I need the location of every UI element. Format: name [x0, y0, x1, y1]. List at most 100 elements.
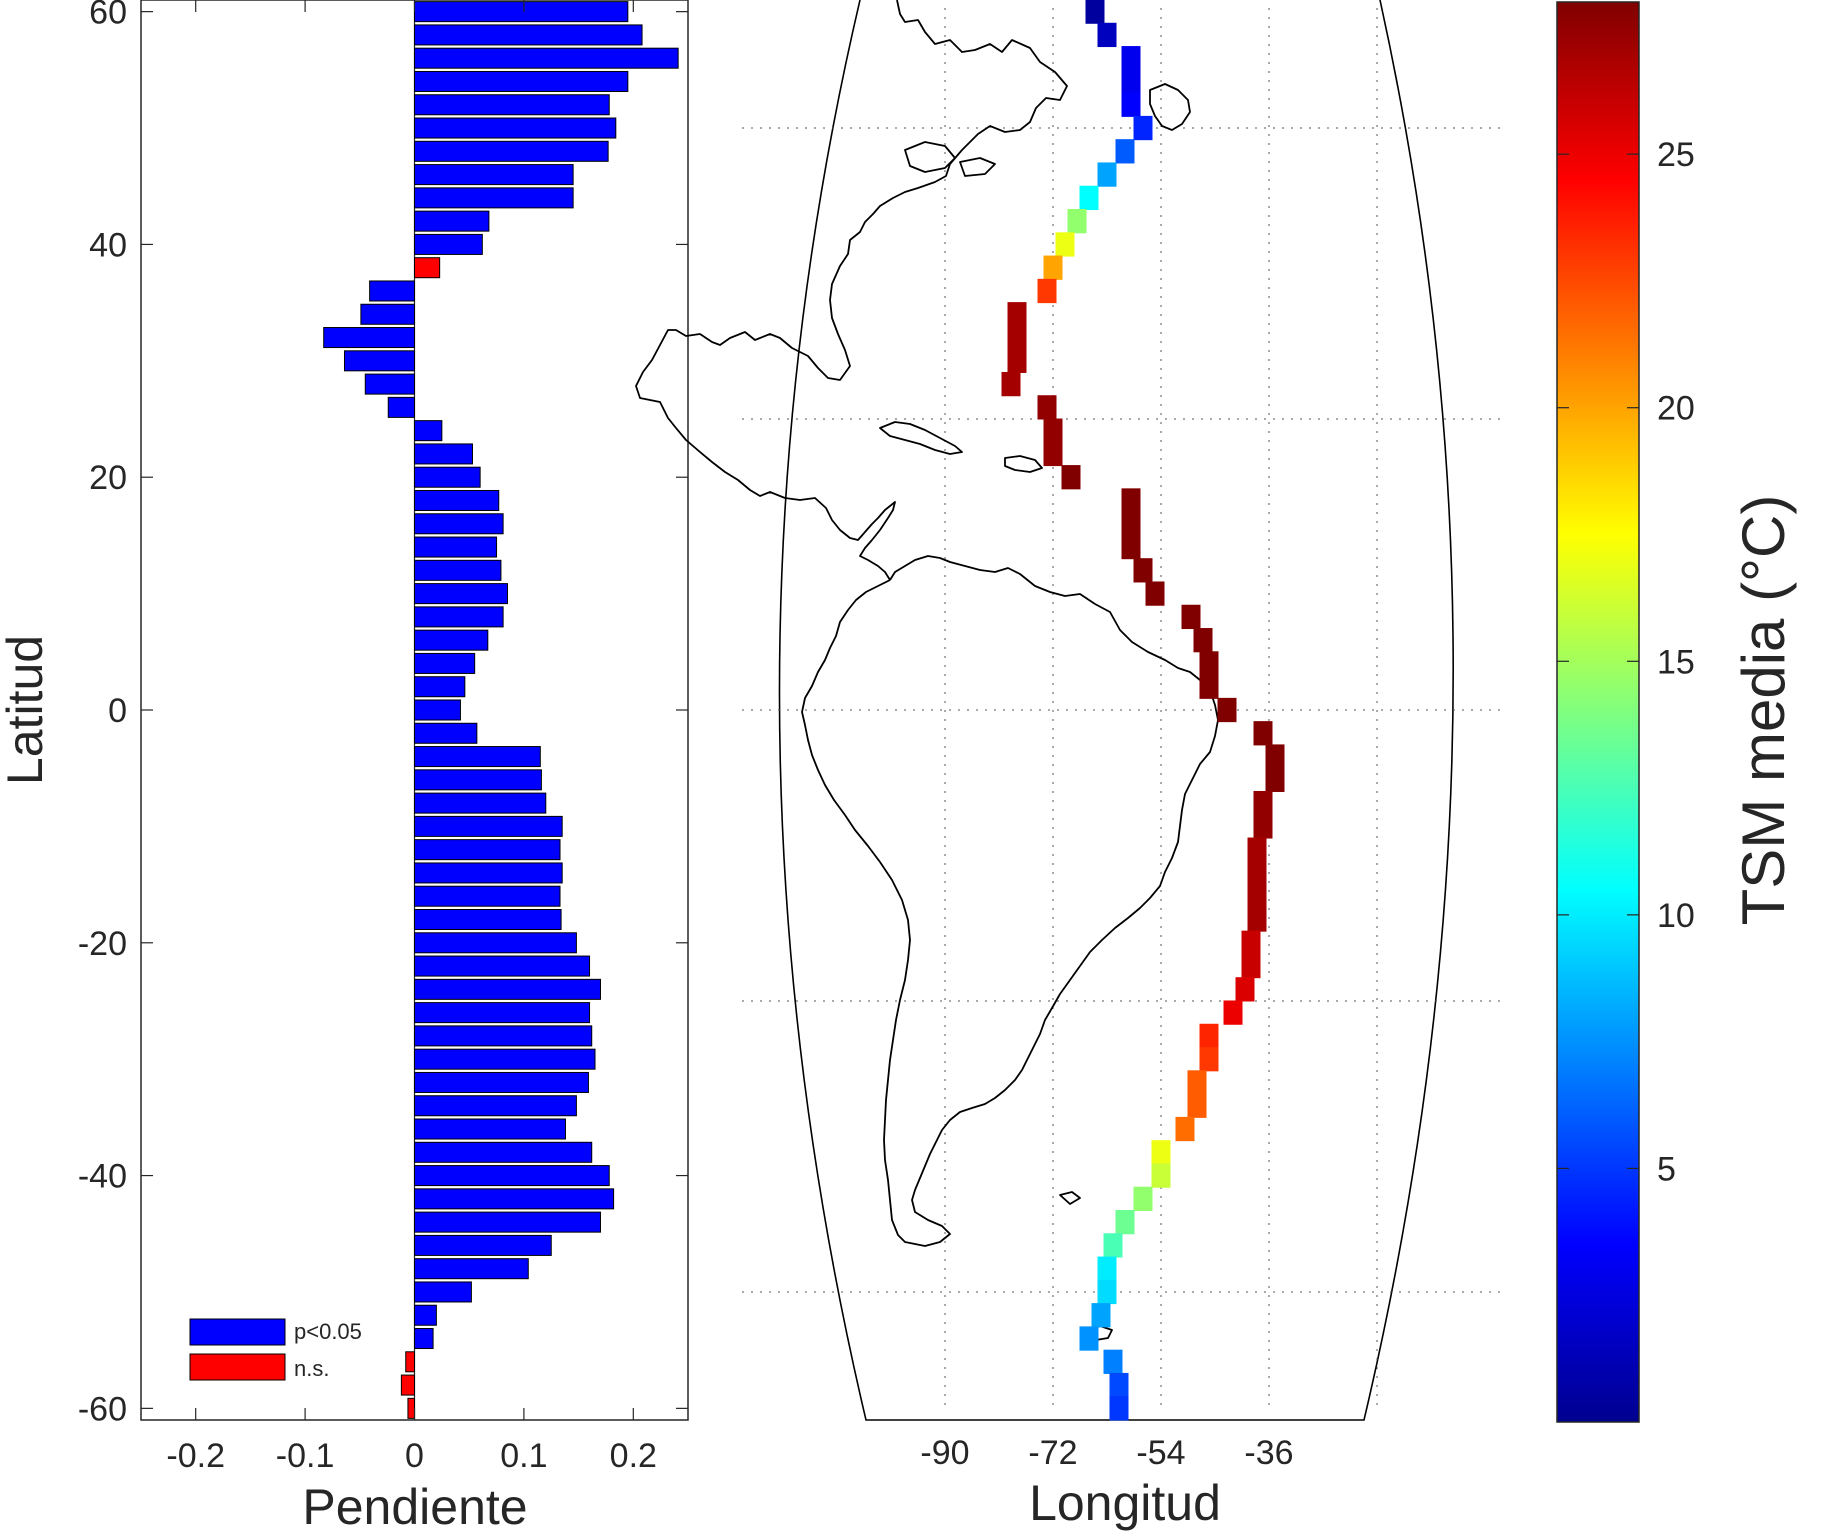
bar-chart-panel: -0.2 -0.1 0 0.1 0.2 -60 -40 -20 0 20 40 60 p<0.05 … — [0, 0, 689, 1535]
bar — [414, 932, 577, 954]
bar — [414, 489, 500, 512]
bar — [414, 652, 476, 674]
bar — [414, 1071, 589, 1093]
bar — [414, 885, 561, 907]
sst-cell — [1037, 278, 1057, 304]
sst-cell — [1109, 1396, 1129, 1421]
sst-cells-group — [1001, 0, 1285, 1421]
sst-cell — [1085, 0, 1105, 24]
bar — [414, 1211, 601, 1233]
sst-cell — [1121, 92, 1141, 117]
sst-cell — [1115, 1209, 1135, 1235]
legend-swatch-significant — [189, 1318, 286, 1346]
colorbar-gradient — [1556, 1, 1640, 1423]
sst-cell — [1253, 814, 1273, 839]
y-tick-label: 60 — [89, 0, 127, 32]
bar — [414, 1002, 591, 1024]
sst-cell — [1121, 511, 1141, 536]
y-tick-label: -20 — [78, 925, 127, 963]
bar — [414, 24, 643, 46]
bar — [414, 746, 541, 768]
x-tick-label: 0 — [405, 1437, 424, 1475]
sst-cell — [1001, 371, 1021, 397]
bar-x-axis-label: Pendiente — [302, 1479, 527, 1535]
bar — [387, 396, 415, 418]
sst-cell — [1175, 1116, 1195, 1142]
sst-cell — [1145, 581, 1165, 606]
sst-cell — [1241, 953, 1261, 979]
sst-cell — [1253, 721, 1273, 746]
bar — [405, 1351, 415, 1373]
bar — [414, 839, 561, 861]
cuba-coast — [879, 421, 963, 455]
bar — [414, 1025, 593, 1047]
hispaniola-coast — [1004, 455, 1043, 473]
sst-cell — [1265, 767, 1285, 792]
sst-cell — [1187, 1070, 1207, 1095]
x-tick-label: 0.1 — [500, 1437, 547, 1475]
sst-cell — [1043, 418, 1063, 443]
colorbar-tick-label: 20 — [1657, 390, 1695, 428]
bar — [414, 1328, 434, 1350]
y-tick-label: 0 — [108, 692, 127, 730]
sst-cell — [1037, 395, 1057, 420]
bar — [414, 606, 504, 628]
sst-cell — [1007, 302, 1027, 327]
bar — [414, 955, 591, 977]
sst-cell — [1223, 1000, 1243, 1025]
sst-cell — [1199, 1047, 1219, 1072]
colorbar-tick-label: 5 — [1657, 1150, 1676, 1188]
bar — [414, 1165, 610, 1187]
y-tick-label: -60 — [78, 1390, 127, 1428]
bar — [364, 373, 415, 395]
sst-cell — [1265, 744, 1285, 769]
bar — [414, 164, 574, 186]
map-x-tick-label: -90 — [920, 1434, 969, 1472]
bar-y-ticks: -60 -40 -20 0 20 40 60 — [78, 0, 688, 1428]
bar — [414, 1118, 566, 1140]
sst-cell — [1187, 1093, 1207, 1118]
sst-cell — [1217, 697, 1237, 723]
colorbar-tick-label: 10 — [1657, 897, 1695, 935]
sst-cell — [1133, 558, 1153, 583]
bar-x-ticks: -0.2 -0.1 0 0.1 0.2 — [166, 0, 657, 1475]
sst-cell — [1079, 185, 1099, 211]
legend: p<0.05 n.s. — [189, 1318, 362, 1381]
sst-cell — [1199, 651, 1219, 676]
colorbar-label: TSM media (°C) — [1730, 495, 1797, 926]
x-tick-label: 0.2 — [610, 1437, 657, 1475]
sst-cell — [1097, 162, 1117, 187]
sst-cell — [1181, 604, 1201, 630]
sst-cell — [1199, 674, 1219, 699]
map-x-axis-label: Longitud — [1029, 1475, 1221, 1531]
bars-group — [323, 1, 679, 1419]
bar — [414, 1095, 577, 1117]
sst-cell — [1097, 22, 1117, 48]
sst-cell — [1079, 1326, 1099, 1351]
legend-swatch-not-significant — [189, 1353, 286, 1381]
sst-cell — [1043, 441, 1063, 467]
bar — [414, 1304, 437, 1326]
sst-cell — [1247, 837, 1267, 862]
map-x-tick-label: -72 — [1028, 1434, 1077, 1472]
bar-y-axis-label: Latitud — [0, 635, 53, 785]
bar — [414, 1258, 529, 1280]
sst-cell — [1247, 884, 1267, 909]
bar — [414, 908, 562, 931]
sst-cell — [1067, 209, 1087, 234]
bar — [414, 583, 508, 605]
colorbar-tick-label: 25 — [1657, 136, 1695, 174]
sst-cell — [1121, 488, 1141, 513]
bar — [414, 187, 574, 209]
bar — [414, 70, 629, 92]
sst-cell — [1199, 1023, 1219, 1049]
bar — [400, 1374, 416, 1396]
bar — [414, 722, 478, 744]
sst-cell — [1103, 1233, 1123, 1258]
sst-cell — [1247, 907, 1267, 932]
bar — [414, 862, 563, 884]
map-frame — [778, 0, 1454, 1421]
bar — [414, 210, 490, 232]
falklands — [1059, 1191, 1081, 1205]
map-x-ticks: -90 -72 -54 -36 — [920, 1434, 1293, 1472]
